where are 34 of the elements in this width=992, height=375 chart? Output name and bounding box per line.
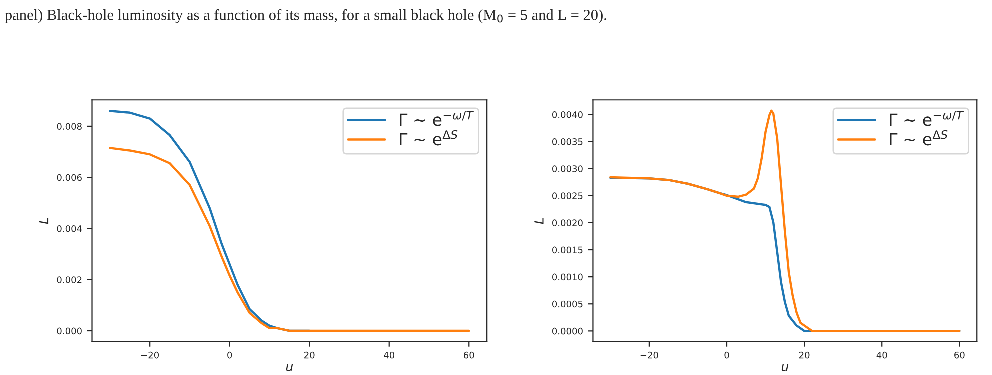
y-tick-label: 0.0010 xyxy=(552,274,583,281)
legend-label: Γ ∼ e$^{ΔS}$ xyxy=(890,130,948,146)
x-tick-label: 20 xyxy=(304,352,315,359)
y-tick-label: 0.002 xyxy=(57,276,82,284)
y-tick-label: 0.0020 xyxy=(552,220,583,227)
y-tick-label: 0.0025 xyxy=(552,192,583,200)
x-tick-label: 40 xyxy=(384,352,395,359)
y-axis-title: L xyxy=(39,218,49,224)
y-tick-label: 0.000 xyxy=(57,328,82,335)
y-tick-label: 0.0035 xyxy=(552,138,583,146)
y-tick-label: 0.0015 xyxy=(552,246,583,254)
line-series xyxy=(109,147,470,332)
x-tick-label: 0 xyxy=(228,352,232,359)
y-tick-label: 0.0030 xyxy=(552,166,583,172)
legend-label: Γ ∼ e$^{ΔS}$ xyxy=(400,130,458,146)
text: panel) Black-hole luminosity as a function of its mass, for a small black hole (M$_{0}$ = 5 and L = 20). xyxy=(5,9,606,24)
y-axis-title: L xyxy=(534,218,544,224)
y-tick-label: 0.0040 xyxy=(552,111,583,118)
x-tick-label: 60 xyxy=(464,352,474,359)
y-tick-label: 0.008 xyxy=(57,123,82,130)
x-axis-title: u xyxy=(286,364,294,372)
x-tick-label: 0 xyxy=(724,352,730,359)
x-axis-title: u xyxy=(782,364,789,372)
legend-label: Γ ∼ e$^{−ω/T}$ xyxy=(890,111,964,126)
y-tick-label: 0.0000 xyxy=(552,328,583,335)
x-tick-label: 20 xyxy=(799,352,810,359)
x-tick-label: −20 xyxy=(640,352,658,359)
legend-label: Γ ∼ e$^{−ω/T}$ xyxy=(400,111,474,126)
x-tick-label: −20 xyxy=(142,352,160,359)
y-tick-label: 0.004 xyxy=(57,225,82,232)
y-tick-label: 0.006 xyxy=(57,174,82,182)
y-tick-label: 0.0005 xyxy=(552,300,583,308)
x-tick-label: 60 xyxy=(954,352,965,359)
x-tick-label: 40 xyxy=(876,352,888,359)
